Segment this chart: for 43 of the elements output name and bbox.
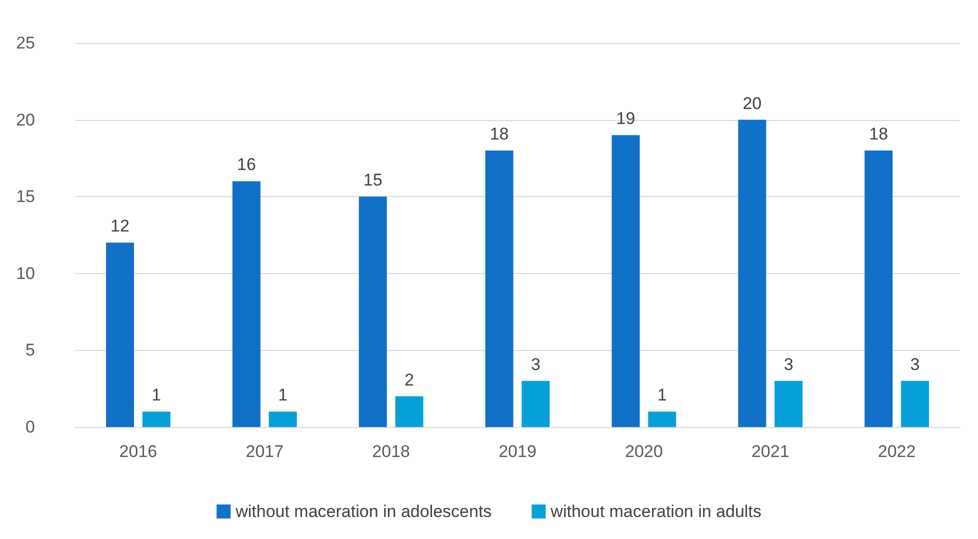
data-label: 18 (869, 124, 888, 144)
bar (612, 135, 640, 427)
bar (738, 120, 766, 427)
bar (268, 412, 297, 427)
data-label: 2 (404, 370, 414, 390)
data-label: 1 (278, 386, 288, 405)
x-tick-label: 2019 (498, 442, 536, 461)
bar (232, 181, 260, 427)
y-tick-label: 20 (16, 110, 35, 130)
data-label: 3 (784, 354, 794, 374)
bar (358, 196, 387, 427)
legend-label: without maceration in adults (550, 502, 762, 521)
data-label: 18 (490, 124, 509, 144)
x-tick-label: 2017 (246, 442, 284, 461)
y-tick-label: 5 (26, 340, 35, 360)
bar (142, 412, 170, 427)
y-tick-label: 25 (16, 34, 35, 52)
data-label: 16 (236, 155, 256, 174)
bar (106, 242, 134, 427)
data-label: 12 (110, 216, 130, 236)
legend-label: without maceration in adolescents (234, 502, 492, 521)
y-tick-label: 10 (16, 264, 35, 283)
x-tick-label: 2020 (625, 442, 663, 461)
bar (864, 150, 893, 427)
bar (648, 412, 676, 427)
x-tick-label: 2016 (119, 442, 158, 461)
data-label: 1 (657, 386, 667, 405)
data-label: 1 (152, 386, 162, 405)
x-tick-label: 2018 (372, 442, 410, 461)
y-tick-label: 15 (16, 187, 35, 206)
data-label: 3 (530, 354, 540, 374)
y-tick-label: 0 (26, 418, 35, 436)
bar (774, 380, 803, 427)
bar (485, 150, 514, 427)
data-label: 20 (742, 94, 762, 113)
data-label: 19 (616, 109, 636, 128)
data-label: 15 (363, 170, 382, 190)
x-tick-label: 2022 (878, 442, 916, 461)
data-label: 3 (910, 354, 920, 374)
bar (395, 396, 424, 427)
bar (522, 380, 550, 427)
bar (900, 380, 929, 427)
x-tick-label: 2021 (751, 442, 790, 461)
